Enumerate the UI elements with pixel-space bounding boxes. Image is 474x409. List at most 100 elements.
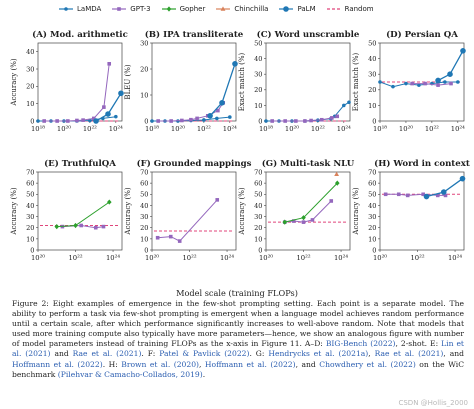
data-point bbox=[447, 71, 453, 77]
y-axis-label: Accuracy (%) bbox=[10, 187, 18, 235]
y-axis-label: Exact match (%) bbox=[238, 52, 246, 111]
caption-text: , bbox=[368, 349, 371, 359]
series-gpt-3 bbox=[410, 81, 453, 87]
caption-text: Figure 2: Eight examples of emergence in… bbox=[12, 299, 464, 349]
x-tick-label: 10²⁴ bbox=[337, 125, 351, 133]
x-tick-label: 10²² bbox=[311, 125, 325, 133]
y-axis-label: BLEU (%) bbox=[124, 64, 132, 99]
y-tick-label: 0 bbox=[372, 117, 376, 125]
data-point bbox=[449, 81, 453, 86]
y-tick-label: 30 bbox=[140, 213, 148, 221]
data-point bbox=[195, 116, 199, 121]
y-tick-label: 20 bbox=[254, 224, 262, 232]
data-point bbox=[410, 81, 414, 86]
data-point bbox=[334, 180, 340, 186]
data-point bbox=[335, 114, 340, 119]
data-point bbox=[309, 118, 313, 123]
data-point bbox=[81, 118, 85, 122]
y-tick-label: 20 bbox=[140, 65, 148, 73]
chart-panel: (D) Persian QA 0 10 20 30 40 50 10¹⁸ 10²⁰ 10²² 10²… bbox=[352, 29, 466, 133]
series-chinchilla bbox=[334, 171, 340, 177]
data-point bbox=[456, 80, 460, 84]
citation-link[interactable]: BIG-Bench (2022) bbox=[325, 339, 396, 349]
series-lamda bbox=[264, 100, 351, 123]
y-tick-label: 0 bbox=[372, 246, 376, 254]
series-gpt-3 bbox=[60, 223, 106, 230]
citation-link[interactable]: Hoffmann et al. (2022) bbox=[204, 359, 296, 369]
citation-link[interactable]: Chowdhery et al. (2022) bbox=[319, 359, 416, 369]
data-point bbox=[93, 225, 98, 230]
panel-frame bbox=[37, 171, 123, 251]
y-tick-label: 40 bbox=[368, 55, 376, 63]
panel-frame bbox=[151, 171, 237, 251]
series-palm bbox=[423, 175, 466, 200]
citation-link[interactable]: Hendrycks et al. (2021a) bbox=[268, 349, 369, 359]
chart-panel: (F) Grounded mappings 0 10 20 30 40 50 60 70 10²⁰… bbox=[124, 158, 252, 262]
y-tick-label: 20 bbox=[254, 86, 262, 94]
x-tick-label: 10²⁴ bbox=[109, 125, 123, 133]
series-gpt-3 bbox=[42, 62, 112, 123]
x-tick-label: 10²² bbox=[68, 254, 82, 262]
y-tick-label: 50 bbox=[254, 191, 262, 199]
data-point bbox=[423, 193, 430, 200]
data-point bbox=[421, 192, 425, 197]
caption-text: . H: bbox=[102, 359, 118, 369]
series-palm bbox=[93, 90, 124, 124]
panel-title: (G) Multi-task NLU bbox=[262, 158, 355, 169]
chart-panel: (E) TruthfulQA 0 10 20 30 40 50 60 70 10²⁰ 10²² 10²… bbox=[10, 158, 123, 262]
y-tick-label: 30 bbox=[368, 213, 376, 221]
panel-frame bbox=[37, 42, 123, 122]
caption-text: on the WiC benchmark bbox=[12, 359, 465, 379]
y-tick-label: 60 bbox=[26, 180, 34, 188]
series-line bbox=[209, 63, 236, 117]
citation-link[interactable]: Rae et al. (2021) bbox=[72, 349, 142, 359]
y-tick-label: 10 bbox=[26, 100, 34, 108]
x-tick-label: 10¹⁸ bbox=[259, 125, 273, 133]
data-point bbox=[310, 218, 315, 222]
y-tick-label: 20 bbox=[368, 86, 376, 94]
chart-panel: (C) Word unscramble 0 10 20 30 40 50 10¹⁸ 10²⁰ 10… bbox=[238, 29, 360, 133]
y-tick-label: 50 bbox=[140, 191, 148, 199]
x-tick-label: 10²⁴ bbox=[220, 254, 234, 262]
x-tick-label: 10²⁰ bbox=[171, 125, 185, 133]
y-axis-label: Accuracy (%) bbox=[238, 187, 246, 235]
data-point bbox=[177, 239, 182, 243]
legend-swatch bbox=[216, 6, 231, 11]
citation-link[interactable]: Brown et al. (2020) bbox=[121, 359, 200, 369]
citation-link[interactable]: Lin et al. (2021) bbox=[12, 339, 464, 359]
citation-link[interactable]: Patel & Pavlick (2022) bbox=[159, 349, 250, 359]
legend-label: PaLM bbox=[297, 5, 316, 13]
data-point bbox=[55, 119, 59, 123]
x-tick-label: 10²⁴ bbox=[334, 254, 348, 262]
series-gpt-3 bbox=[156, 101, 226, 123]
data-point bbox=[405, 193, 410, 198]
legend-item-random: Random bbox=[326, 5, 374, 13]
y-axis-label: Accuracy (%) bbox=[352, 187, 360, 235]
caption-text: . bbox=[202, 369, 206, 379]
data-point bbox=[54, 224, 60, 230]
legend-swatch bbox=[112, 7, 127, 11]
data-point bbox=[303, 119, 307, 123]
data-point bbox=[101, 224, 106, 229]
data-point bbox=[264, 119, 268, 123]
citation-link[interactable]: Hoffmann et al. (2022) bbox=[12, 359, 103, 369]
data-point bbox=[232, 61, 238, 67]
y-tick-label: 60 bbox=[368, 180, 376, 188]
y-tick-label: 40 bbox=[26, 48, 34, 56]
data-point bbox=[114, 114, 118, 119]
chart-panel: (G) Multi-task NLU 0 10 20 30 40 50 60 70 10²⁰ 10²… bbox=[238, 158, 355, 262]
x-tick-label: 10²⁰ bbox=[31, 254, 45, 262]
y-tick-label: 10 bbox=[368, 102, 376, 110]
data-point bbox=[73, 222, 78, 229]
series-palm bbox=[435, 48, 466, 84]
data-point bbox=[342, 103, 346, 108]
data-point bbox=[301, 215, 306, 221]
citation-link[interactable]: Rae et al. (2021) bbox=[374, 349, 444, 359]
y-tick-label: 50 bbox=[368, 191, 376, 199]
series-gpt-3 bbox=[383, 192, 448, 198]
citation-link[interactable]: (Pilehvar & Camacho-Collados, 2019) bbox=[57, 369, 203, 379]
y-tick-label: 10 bbox=[254, 235, 262, 243]
legend-swatch bbox=[326, 8, 341, 10]
series-line bbox=[44, 63, 110, 122]
y-tick-label: 0 bbox=[258, 117, 262, 125]
